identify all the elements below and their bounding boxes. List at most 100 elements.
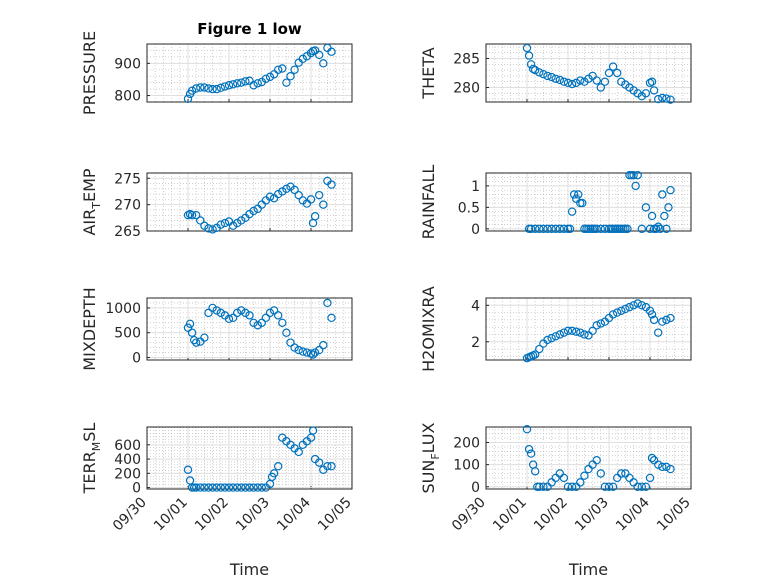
y-tick-label: 270 <box>114 198 141 214</box>
data-point <box>567 79 577 89</box>
data-point <box>228 313 238 323</box>
data-point <box>637 301 647 310</box>
data-point <box>563 326 573 336</box>
data-point <box>245 311 254 320</box>
data-point <box>567 326 577 336</box>
data-point <box>249 81 258 90</box>
data-point <box>278 64 287 73</box>
x-tick-label: 09/30 <box>110 495 150 535</box>
data-point <box>298 54 307 64</box>
data-point <box>576 478 585 487</box>
y-axis-label: MIXDEPTH <box>80 287 99 370</box>
axes-background <box>146 43 353 103</box>
data-point <box>308 350 318 359</box>
data-point <box>282 328 291 337</box>
data-point <box>294 190 303 200</box>
data-point <box>658 317 667 326</box>
data-point <box>654 222 663 231</box>
data-point <box>651 224 661 234</box>
data-point <box>584 331 593 340</box>
data-point <box>551 332 560 341</box>
data-point <box>274 461 283 471</box>
data-point <box>559 328 569 337</box>
data-point <box>290 185 299 195</box>
data-point <box>257 483 266 492</box>
y-tick-label: 1 <box>471 179 480 195</box>
data-point <box>278 187 287 196</box>
data-point <box>282 184 291 194</box>
data-point <box>662 224 671 234</box>
data-point <box>539 482 548 491</box>
data-point <box>319 340 328 350</box>
y-tick-label: 0 <box>471 222 480 238</box>
data-point <box>286 338 295 347</box>
data-point <box>310 46 320 55</box>
data-point <box>662 94 671 103</box>
data-point <box>200 221 209 230</box>
data-point <box>224 81 234 90</box>
data-point <box>578 198 587 208</box>
data-point <box>531 467 540 476</box>
data-point <box>196 216 205 225</box>
data-point <box>212 306 221 315</box>
data-point <box>641 482 651 491</box>
data-point <box>559 77 569 86</box>
data-point <box>535 482 544 491</box>
data-point <box>649 315 659 325</box>
subplot-2: 280 285 THETA <box>419 43 692 104</box>
data-point <box>327 47 336 56</box>
data-point <box>645 224 655 234</box>
data-point <box>294 447 303 457</box>
subplot-5: 0 500 1000 MIXDEPTH <box>80 287 353 371</box>
data-point <box>183 94 193 103</box>
data-point <box>660 211 669 221</box>
x-tick-label: 10/01 <box>151 495 191 535</box>
data-point <box>269 306 279 315</box>
data-point <box>274 189 283 199</box>
data-point <box>253 321 262 330</box>
data-point <box>315 345 324 355</box>
data-point <box>294 345 303 355</box>
axes-background <box>146 172 353 232</box>
subplot-1: 800 900 Figure 1 low PRESSURE <box>80 20 353 115</box>
y-tick-label: 2 <box>471 335 480 351</box>
data-point <box>539 224 548 234</box>
data-point <box>588 71 597 81</box>
subplot-8: 0 100 200 SUNFLUX 09/30 10/01 10/02 10/03 10/04 1… <box>419 422 694 579</box>
data-point <box>220 82 230 91</box>
data-point <box>629 301 638 310</box>
data-point <box>656 224 665 234</box>
y-tick-label: 265 <box>114 224 141 240</box>
data-point <box>662 462 671 472</box>
data-point <box>654 328 663 337</box>
y-tick-label: 0.5 <box>458 200 480 216</box>
data-point <box>637 482 647 491</box>
data-point <box>641 203 651 212</box>
x-tick-label: 10/03 <box>572 495 612 535</box>
y-tick-label: 200 <box>114 466 141 482</box>
data-point <box>526 224 536 234</box>
data-point <box>306 48 316 58</box>
data-point <box>522 425 532 434</box>
data-point <box>308 426 318 435</box>
data-point <box>224 314 234 324</box>
data-point <box>232 79 242 88</box>
data-point <box>232 308 242 318</box>
data-point <box>647 453 657 463</box>
chart-title: Figure 1 low <box>197 20 302 38</box>
data-point <box>531 65 540 75</box>
data-point <box>216 308 225 318</box>
data-point <box>224 483 234 492</box>
data-point <box>535 68 544 77</box>
data-point <box>189 335 199 345</box>
y-tick-label: 400 <box>114 452 141 468</box>
data-point <box>563 482 573 491</box>
data-point <box>647 310 657 319</box>
axes-background <box>485 426 692 490</box>
data-point <box>662 315 671 325</box>
x-tick-label: 10/02 <box>192 495 232 535</box>
y-tick-label: 4 <box>471 298 480 314</box>
y-axis-label: TERRMSL <box>80 423 103 495</box>
data-point <box>187 86 197 95</box>
